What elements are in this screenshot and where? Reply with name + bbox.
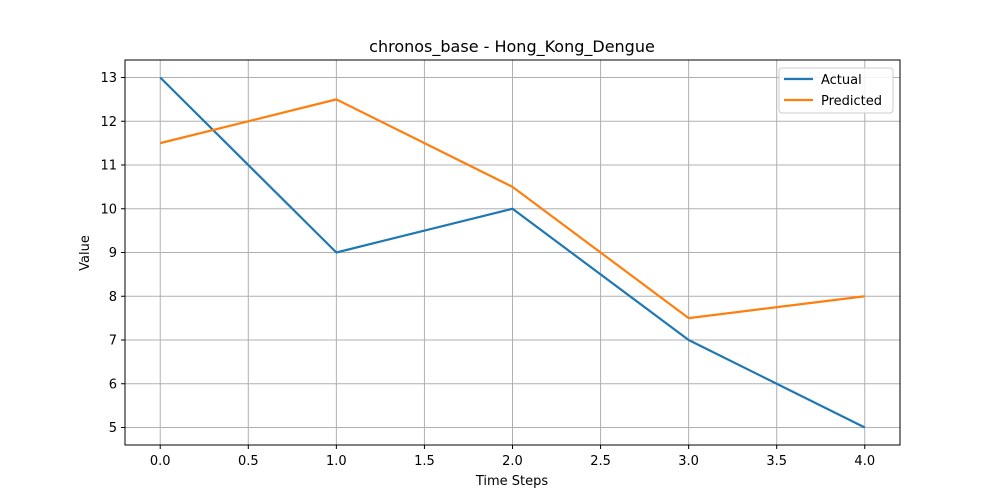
legend: Actual Predicted: [778, 67, 894, 114]
y-tick-label: 8: [109, 290, 117, 305]
chart-title: chronos_base - Hong_Kong_Dengue: [369, 37, 655, 57]
x-tick-label: 3.0: [678, 454, 699, 469]
x-tick-label: 0.5: [238, 454, 259, 469]
y-tick-label: 5: [109, 421, 117, 436]
grid-lines: [125, 60, 900, 445]
y-tick-label: 10: [100, 202, 117, 217]
y-tick-label: 9: [109, 246, 117, 261]
x-tick-label: 2.5: [590, 454, 611, 469]
y-tick-label: 13: [100, 71, 117, 86]
x-tick-label: 2.0: [502, 454, 523, 469]
series-layer: [159, 76, 866, 429]
series-line-actual: [159, 76, 866, 429]
x-tick-label: 4.0: [854, 454, 875, 469]
x-tick-label: 0.0: [150, 454, 171, 469]
y-tick-label: 7: [109, 334, 117, 349]
y-tick-label: 11: [100, 159, 117, 174]
tick-layer: 0.0 0.5 1.0 1.5 2.0 2.5 3.0 3.5 4.0 5 6 7 8 9 10 11 12 13: [100, 71, 875, 469]
y-tick-label: 6: [109, 377, 117, 392]
x-tick-label: 1.5: [414, 454, 435, 469]
series-line-predicted: [159, 98, 865, 320]
x-tick-label: 1.0: [326, 454, 347, 469]
x-tick-label: 3.5: [766, 454, 787, 469]
y-tick-label: 12: [100, 115, 117, 130]
legend-label-actual: Actual: [821, 73, 862, 88]
x-axis-label: Time Steps: [475, 474, 549, 489]
y-axis-label: Value: [78, 235, 93, 271]
legend-label-predicted: Predicted: [821, 94, 882, 109]
